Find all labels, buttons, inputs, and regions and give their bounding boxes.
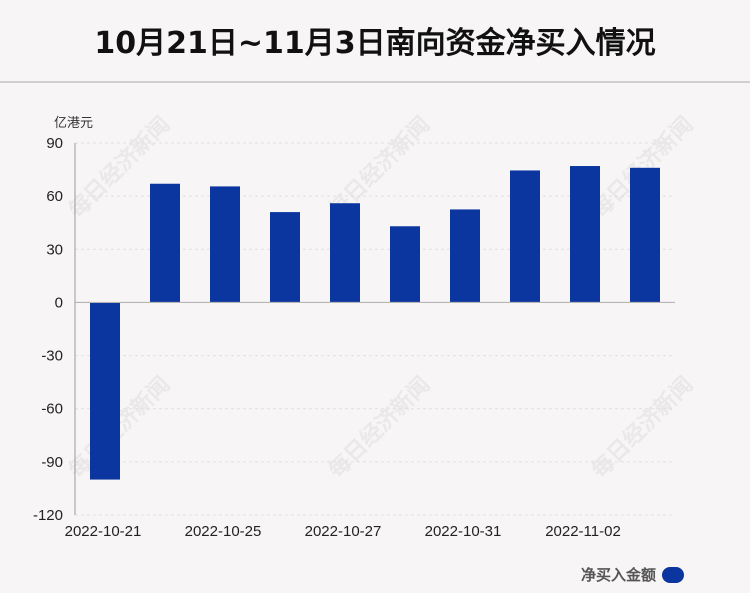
y-tick-label: -120	[33, 507, 63, 524]
y-tick-label: 30	[46, 241, 63, 258]
y-tick-label: 0	[55, 294, 63, 311]
chart-title: 10月21日~11月3日南向资金净买入情况	[94, 26, 656, 61]
y-tick-label: -30	[41, 348, 63, 365]
bar	[270, 212, 300, 303]
bar	[210, 186, 240, 303]
x-tick-label: 2022-10-21	[65, 523, 142, 540]
y-tick-label: 90	[46, 135, 63, 152]
bar	[390, 226, 420, 303]
y-tick-label: 60	[46, 188, 63, 205]
bar	[510, 170, 540, 303]
x-tick-label: 2022-10-31	[425, 523, 502, 540]
y-tick-label: -90	[41, 454, 63, 471]
legend-label: 净买入金额	[580, 566, 656, 584]
bar	[630, 167, 660, 303]
legend-swatch	[662, 566, 684, 583]
legend: 净买入金额	[581, 564, 684, 585]
y-tick-label: -60	[41, 401, 63, 418]
bar	[90, 302, 120, 480]
title-divider	[0, 81, 750, 83]
x-tick-label: 2022-10-27	[305, 523, 382, 540]
bar	[150, 183, 180, 303]
bar	[570, 166, 600, 303]
x-tick-label: 2022-11-02	[545, 523, 621, 540]
x-tick-label: 2022-10-25	[185, 523, 262, 540]
bar	[450, 209, 480, 303]
y-axis-unit: 亿港元	[54, 116, 94, 131]
bar	[330, 203, 360, 303]
